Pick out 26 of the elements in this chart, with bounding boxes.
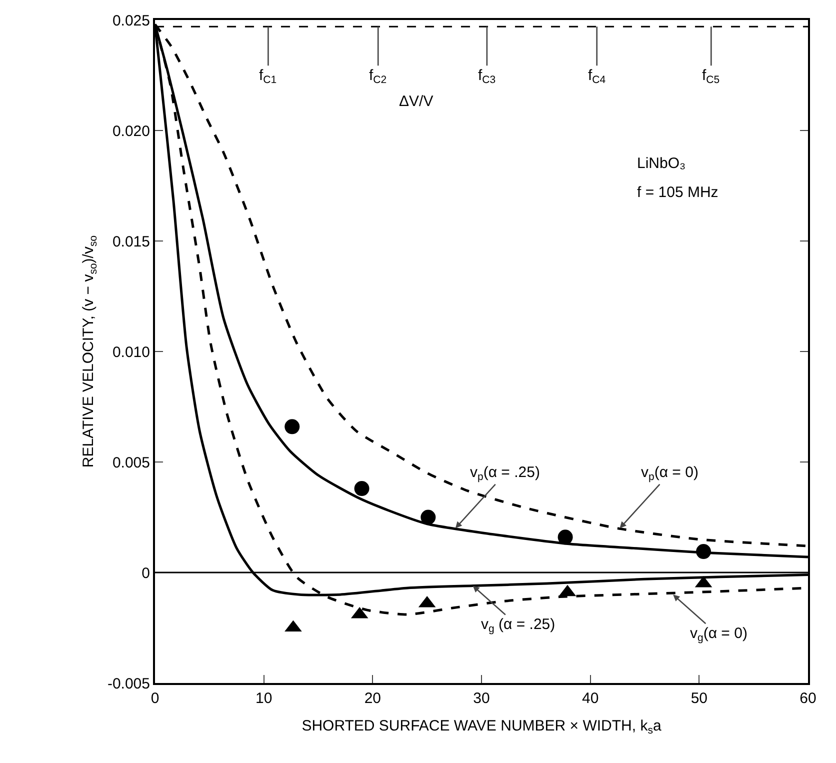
x-tick-label: 10 <box>255 690 272 707</box>
x-axis-title: SHORTED SURFACE WAVE NUMBER × WIDTH, k$_{s}$a <box>302 718 662 737</box>
x-tick-label: 60 <box>800 690 816 707</box>
y-tick-label: 0.020 <box>112 122 150 140</box>
y-tick-label: 0.010 <box>112 344 150 361</box>
x-tick-label: 40 <box>582 690 599 707</box>
annotation: v$_{g}$ (α = .25) <box>481 616 556 636</box>
annotation: f$_{C4}$ <box>588 67 606 86</box>
annotation: v$_{p}$(α = .25) <box>470 464 540 484</box>
annotation: f$_{C2}$ <box>369 67 387 86</box>
y-tick-label: 0.025 <box>112 12 150 30</box>
x-tick-label: 50 <box>690 690 708 707</box>
annotation: f = 105 MHz <box>637 184 718 201</box>
annotation: LiNbO₃ <box>637 155 686 172</box>
x-tick-label: 30 <box>473 690 490 707</box>
y-tick-label: -0.005 <box>107 675 150 692</box>
y-tick-label: 0.005 <box>112 454 150 472</box>
annotation: f$_{C1}$ <box>259 67 277 86</box>
annotation: v$_{p}$(α = 0) <box>641 464 698 484</box>
annotation: v$_{g}$(α = 0) <box>690 625 748 644</box>
ref-line-label: ΔV/V <box>399 93 434 110</box>
annotation: f$_{C3}$ <box>478 67 496 86</box>
y-tick-label: 0.015 <box>112 233 150 250</box>
y-tick-label: 0 <box>142 564 150 582</box>
x-tick-label: 20 <box>364 690 382 707</box>
annotation: f$_{C5}$ <box>702 67 720 86</box>
